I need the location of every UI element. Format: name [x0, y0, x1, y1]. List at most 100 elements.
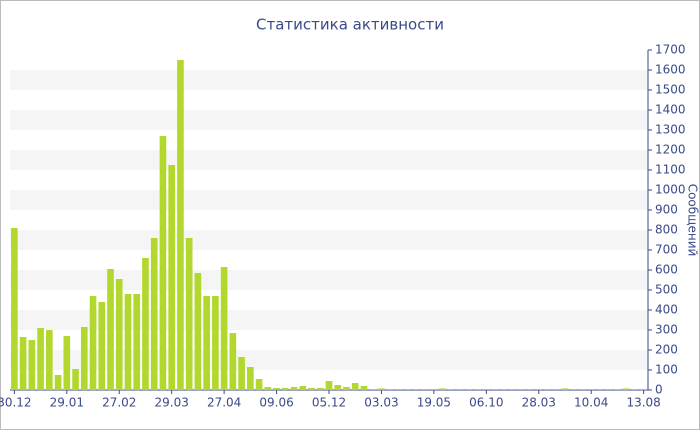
bar: [115, 279, 123, 390]
grid-band: [10, 190, 648, 210]
bar: [72, 369, 79, 390]
grid-band: [10, 350, 648, 370]
bar: [168, 165, 176, 390]
bar: [517, 389, 525, 390]
bar: [378, 388, 385, 390]
bar: [46, 330, 53, 390]
bar: [334, 385, 342, 390]
x-tick-label: 13.08: [626, 396, 660, 410]
bar: [185, 238, 193, 390]
bar: [89, 296, 97, 390]
x-tick-label: 28.03: [522, 396, 556, 410]
bar: [159, 136, 167, 390]
grid-band: [10, 270, 648, 290]
y-tick-label: 1100: [655, 163, 686, 177]
y-axis-label: Сообщений: [686, 184, 700, 257]
bar: [54, 375, 62, 390]
bar: [290, 387, 298, 390]
x-tick-label: 05.12: [312, 396, 346, 410]
bar: [124, 294, 132, 390]
x-tick-label: 30.12: [0, 396, 32, 410]
y-tick-label: 0: [655, 383, 663, 397]
y-tick-label: 100: [655, 363, 678, 377]
bar: [640, 389, 647, 390]
x-tick-label: 10.04: [574, 396, 608, 410]
chart-title: Статистика активности: [256, 16, 444, 34]
x-tick-label: 29.01: [50, 396, 84, 410]
x-tick-label: 19.05: [417, 396, 451, 410]
bar: [535, 389, 543, 390]
y-tick-label: 800: [655, 223, 678, 237]
bar: [229, 333, 237, 390]
x-tick-label: 29.03: [155, 396, 189, 410]
bar: [386, 389, 394, 390]
bar: [491, 389, 499, 390]
bar: [107, 269, 114, 390]
bar: [421, 389, 429, 390]
grid-band: [10, 310, 648, 330]
y-tick-label: 1300: [655, 123, 686, 137]
bar: [133, 294, 141, 390]
bar: [308, 388, 315, 390]
bar: [474, 389, 481, 390]
bar: [596, 389, 604, 390]
bar: [255, 379, 263, 390]
bar: [404, 389, 411, 390]
bar: [561, 388, 569, 390]
x-tick-label: 27.02: [102, 396, 136, 410]
bar: [264, 387, 272, 390]
y-tick-label: 300: [655, 323, 678, 337]
y-tick-label: 600: [655, 263, 678, 277]
bar: [482, 389, 490, 390]
bar: [430, 389, 438, 390]
bar: [177, 60, 184, 390]
bar: [80, 327, 88, 390]
x-tick-label: 27.04: [207, 396, 241, 410]
bar: [526, 389, 534, 390]
y-tick-label: 1000: [655, 183, 686, 197]
bar: [351, 383, 359, 390]
bar: [37, 328, 44, 390]
bar: [203, 296, 210, 390]
y-tick-label: 1200: [655, 143, 686, 157]
bar: [570, 389, 578, 390]
x-tick-label: 09.06: [259, 396, 293, 410]
bar: [325, 381, 333, 390]
y-tick-label: 1700: [655, 43, 686, 57]
bar: [605, 389, 612, 390]
bar: [631, 389, 639, 390]
bar: [299, 386, 307, 390]
bar: [369, 389, 377, 390]
bar: [273, 388, 280, 390]
bar: [11, 228, 18, 390]
x-tick-label: 03.03: [364, 396, 398, 410]
grid-band: [10, 150, 648, 170]
bar: [142, 258, 149, 390]
bar: [360, 386, 368, 390]
y-tick-label: 900: [655, 203, 678, 217]
y-tick-label: 1500: [655, 83, 686, 97]
bar: [509, 389, 516, 390]
x-tick-label: 06.10: [469, 396, 503, 410]
bar: [150, 238, 158, 390]
grid-band: [10, 70, 648, 90]
y-tick-label: 700: [655, 243, 678, 257]
grid-band: [10, 110, 648, 130]
bar: [281, 388, 289, 390]
bar: [28, 340, 36, 390]
bar: [579, 389, 586, 390]
y-tick-label: 1600: [655, 63, 686, 77]
bar: [63, 336, 71, 390]
bar: [220, 267, 228, 390]
bar: [19, 337, 27, 390]
bar: [544, 389, 551, 390]
y-tick-label: 400: [655, 303, 678, 317]
y-tick-label: 500: [655, 283, 678, 297]
bar: [395, 389, 403, 390]
bar: [439, 388, 446, 390]
y-tick-label: 200: [655, 343, 678, 357]
bar: [247, 367, 254, 390]
y-tick-label: 1400: [655, 103, 686, 117]
